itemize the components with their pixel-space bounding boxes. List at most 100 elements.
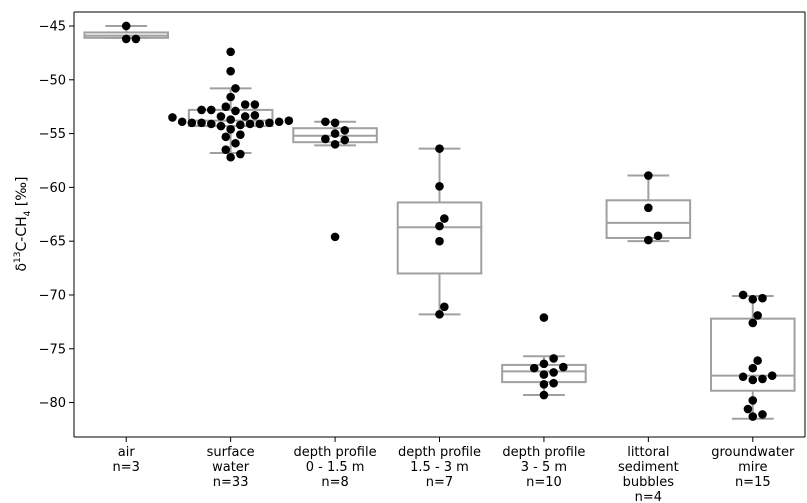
data-point	[330, 232, 340, 242]
data-point	[250, 100, 260, 109]
y-axis-label-subscript: 4	[23, 210, 33, 216]
data-point	[236, 120, 245, 130]
y-tick-label: −60	[39, 181, 66, 196]
x-tick-label-line: n=8	[321, 475, 348, 490]
data-point	[236, 149, 245, 159]
data-point	[231, 84, 240, 93]
x-tick-label: depth profile 1.5 - 3 m n=7	[398, 445, 481, 490]
y-tick-label: −45	[39, 19, 66, 34]
data-point	[539, 379, 549, 389]
data-point	[440, 302, 449, 312]
data-point	[738, 372, 748, 382]
point-group-2	[321, 117, 350, 242]
data-point	[330, 118, 340, 128]
x-tick-label-line: 0 - 1.5 m	[306, 460, 365, 475]
data-point	[245, 119, 255, 129]
data-point	[216, 121, 226, 131]
x-tick-label-line: air	[118, 445, 136, 460]
point-group-0	[121, 21, 141, 44]
data-point	[231, 138, 240, 148]
data-point	[226, 47, 235, 57]
y-tick-label: −80	[39, 396, 66, 411]
y-tick-label: −70	[39, 288, 66, 303]
data-point	[748, 363, 758, 373]
data-point	[644, 171, 653, 180]
data-point	[539, 370, 549, 379]
y-tick-label: −75	[39, 342, 66, 357]
data-point	[187, 118, 197, 128]
data-point	[559, 362, 568, 372]
x-tick-label-line: depth profile	[502, 445, 585, 460]
x-tick-label-line: n=33	[213, 475, 249, 490]
y-tick-label: −50	[39, 73, 66, 88]
y-tick-label: −55	[39, 127, 66, 142]
data-point	[265, 118, 274, 128]
x-tick-label-line: groundwater	[711, 445, 795, 460]
point-group-6	[738, 290, 777, 421]
x-tick-label-line: n=10	[526, 475, 562, 490]
data-point	[435, 221, 444, 231]
data-point	[758, 293, 767, 303]
data-point	[753, 356, 762, 365]
data-point	[753, 311, 762, 320]
data-point	[168, 113, 177, 122]
data-points	[121, 21, 777, 421]
data-point	[206, 105, 216, 115]
x-tick-label-line: sediment	[618, 460, 679, 475]
data-point	[221, 132, 231, 142]
x-tick-label-line: surface	[207, 445, 255, 460]
data-point	[321, 134, 330, 144]
y-axis-label: δ13C-CH4 [‰]	[13, 176, 33, 271]
y-axis-label-delta: δ	[14, 263, 30, 272]
data-point	[284, 116, 294, 125]
data-point	[767, 371, 777, 380]
data-point	[226, 66, 235, 76]
data-point	[653, 231, 663, 241]
y-axis-label-unit: [‰]	[14, 176, 30, 210]
data-point	[435, 182, 444, 191]
data-point	[435, 236, 444, 246]
data-point	[206, 119, 216, 129]
x-tick-label: air n=3	[113, 445, 140, 475]
data-point	[644, 235, 653, 245]
x-tick-label-line: 3 - 5 m	[521, 460, 567, 475]
box-group-5	[605, 174, 692, 243]
x-tick-label-line: depth profile	[294, 445, 377, 460]
data-point	[743, 404, 753, 414]
data-point	[177, 117, 187, 127]
data-point	[738, 290, 748, 300]
data-point	[255, 119, 265, 129]
data-point	[226, 115, 235, 124]
point-group-4	[529, 313, 568, 400]
data-point	[250, 110, 260, 120]
data-point	[549, 378, 558, 388]
data-point	[226, 92, 235, 102]
x-tick-label-line: mire	[738, 460, 767, 475]
x-tick-label-line: water	[212, 460, 250, 475]
data-point	[226, 152, 235, 162]
x-tick-label-line: n=3	[113, 460, 140, 475]
data-point	[197, 118, 206, 128]
x-tick-label-line: n=7	[426, 475, 453, 490]
data-point	[330, 129, 340, 138]
axes: −45 −50 −55 −60 −65 −70 −75 −80 air n=3 surface wat…	[39, 11, 806, 503]
x-tick-label-line: bubbles	[623, 475, 675, 490]
data-point	[121, 34, 131, 44]
y-axis-label-base: C-CH	[14, 216, 30, 251]
point-group-5	[644, 171, 663, 245]
data-point	[226, 124, 235, 134]
x-tick-label-line: n=15	[735, 475, 771, 490]
x-tick-label: groundwater mire n=15	[711, 445, 795, 490]
data-point	[240, 100, 250, 109]
point-group-3	[435, 144, 449, 319]
data-point	[274, 117, 284, 127]
data-point	[549, 354, 558, 363]
data-point	[435, 144, 444, 153]
data-point	[121, 21, 131, 31]
data-point	[240, 112, 250, 121]
data-point	[221, 145, 231, 155]
x-tick-label-line: n=4	[635, 490, 662, 503]
y-tick-label: −65	[39, 235, 66, 250]
data-point	[221, 102, 231, 111]
